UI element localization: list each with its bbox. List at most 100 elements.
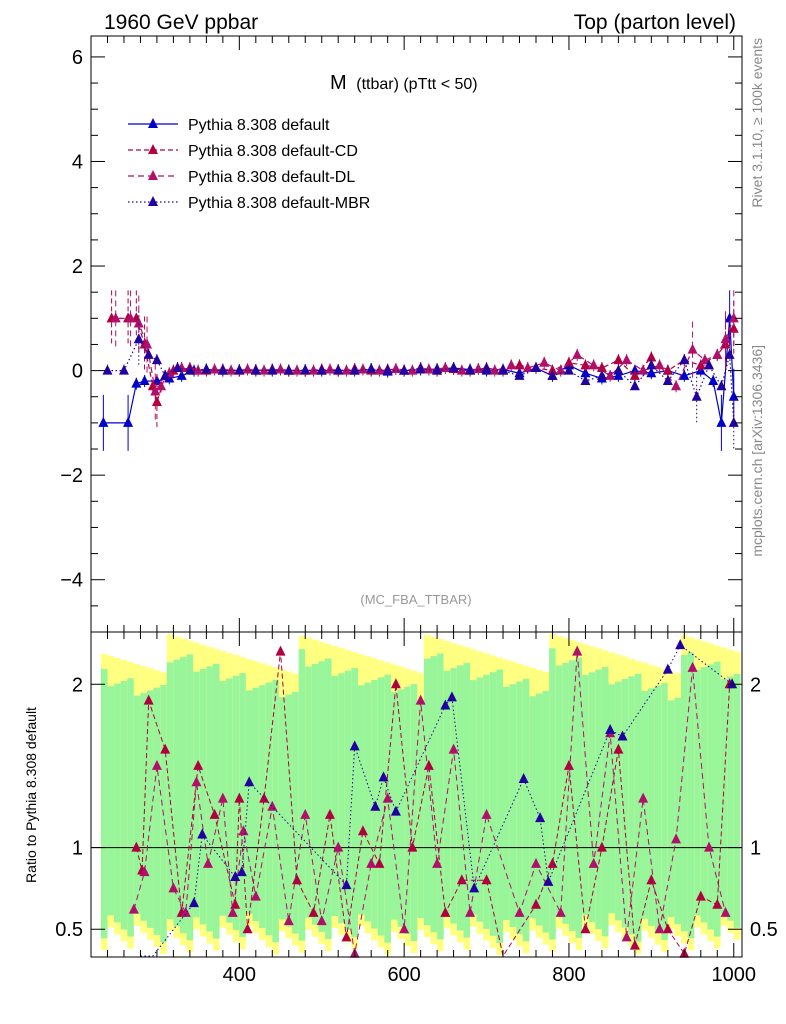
band-inner bbox=[107, 686, 115, 916]
data-point bbox=[131, 377, 142, 388]
data-point bbox=[176, 369, 187, 380]
y-tick-label: 2 bbox=[72, 256, 83, 278]
band-inner bbox=[588, 672, 596, 923]
data-point bbox=[390, 363, 401, 374]
band-inner bbox=[364, 682, 372, 922]
plot-title-rest: (ttbar) (pTtt < 50) bbox=[356, 76, 477, 93]
band-inner bbox=[377, 677, 385, 936]
data-point bbox=[399, 364, 410, 375]
band-inner bbox=[687, 652, 695, 939]
data-point bbox=[201, 363, 212, 374]
band-inner bbox=[232, 675, 240, 930]
data-point bbox=[708, 375, 719, 386]
series-line bbox=[115, 317, 735, 393]
ratio-point bbox=[654, 923, 665, 934]
band-inner bbox=[476, 677, 484, 922]
ratio-point bbox=[456, 874, 467, 885]
data-point bbox=[250, 364, 261, 375]
data-point bbox=[283, 364, 294, 375]
data-point bbox=[514, 369, 525, 380]
data-point bbox=[613, 364, 624, 375]
band-inner bbox=[133, 695, 141, 914]
ratio-point bbox=[333, 841, 344, 852]
band-inner bbox=[661, 683, 668, 940]
ratio-point bbox=[432, 857, 443, 868]
data-point bbox=[654, 359, 665, 370]
ratio-point bbox=[230, 898, 241, 909]
band-inner bbox=[186, 654, 194, 941]
data-point bbox=[349, 364, 360, 375]
data-point bbox=[226, 364, 237, 375]
band-inner bbox=[522, 678, 530, 942]
data-point bbox=[662, 364, 673, 375]
ratio-point bbox=[727, 678, 738, 689]
ratio-point bbox=[543, 875, 554, 886]
mcplots-label: mcplots.cern.ch [arXiv:1306.3436] bbox=[749, 345, 765, 557]
ratio-point bbox=[617, 730, 628, 741]
ratio-point bbox=[596, 841, 607, 852]
data-point bbox=[415, 363, 426, 374]
data-point bbox=[267, 364, 278, 375]
band-inner bbox=[430, 656, 438, 933]
band-inner bbox=[292, 691, 299, 934]
band-inner bbox=[397, 689, 405, 927]
ratio-point bbox=[415, 694, 426, 705]
band-inner bbox=[568, 660, 576, 931]
data-point bbox=[316, 364, 327, 375]
ratio-point bbox=[465, 906, 476, 917]
data-point bbox=[563, 364, 574, 375]
data-point bbox=[448, 361, 459, 372]
band-inner bbox=[153, 687, 161, 935]
ratio-point bbox=[374, 857, 385, 868]
ratio-point bbox=[227, 906, 238, 917]
ratio-point bbox=[695, 890, 706, 901]
data-point bbox=[629, 364, 640, 375]
data-point bbox=[234, 364, 245, 375]
ratio-point bbox=[131, 841, 142, 852]
data-point bbox=[184, 364, 195, 375]
ratio-point bbox=[357, 825, 368, 836]
watermark: (MC_FBA_TTBAR) bbox=[360, 592, 471, 607]
band-inner bbox=[226, 678, 233, 923]
ratio-point bbox=[662, 663, 673, 674]
band-inner bbox=[351, 667, 358, 938]
data-point bbox=[209, 363, 220, 374]
x-tick-label: 400 bbox=[223, 964, 256, 986]
data-point bbox=[629, 369, 640, 380]
band-inner bbox=[621, 679, 629, 928]
ratio-point bbox=[399, 923, 410, 934]
data-point bbox=[679, 369, 690, 380]
band-inner bbox=[608, 684, 616, 914]
ratio-point bbox=[440, 906, 451, 917]
band-inner bbox=[245, 690, 253, 915]
legend-marker bbox=[148, 170, 158, 180]
data-point bbox=[125, 312, 136, 323]
ratio-point bbox=[514, 906, 525, 917]
band-inner bbox=[318, 661, 326, 932]
band-inner bbox=[252, 687, 260, 922]
ratio-point bbox=[349, 740, 360, 751]
ratio-point bbox=[197, 828, 208, 839]
ratio-point bbox=[267, 800, 278, 811]
band-inner bbox=[575, 657, 583, 938]
band-inner bbox=[331, 675, 339, 917]
band-inner bbox=[634, 673, 642, 942]
ratio-point bbox=[671, 833, 682, 844]
band-inner bbox=[681, 655, 688, 932]
ratio-point bbox=[244, 776, 255, 787]
series-line bbox=[107, 337, 735, 423]
ratio-point bbox=[180, 906, 191, 917]
band-inner bbox=[450, 668, 457, 924]
data-point bbox=[629, 380, 640, 391]
ratio-point bbox=[203, 857, 214, 868]
data-point bbox=[143, 348, 154, 359]
data-point bbox=[465, 364, 476, 375]
band-inner bbox=[733, 673, 741, 928]
ratio-point bbox=[250, 890, 261, 901]
ratio-point bbox=[481, 874, 492, 885]
main-plot bbox=[98, 290, 739, 451]
data-point bbox=[605, 369, 616, 380]
data-point bbox=[704, 359, 715, 370]
band-inner bbox=[193, 671, 200, 918]
data-point bbox=[374, 364, 385, 375]
